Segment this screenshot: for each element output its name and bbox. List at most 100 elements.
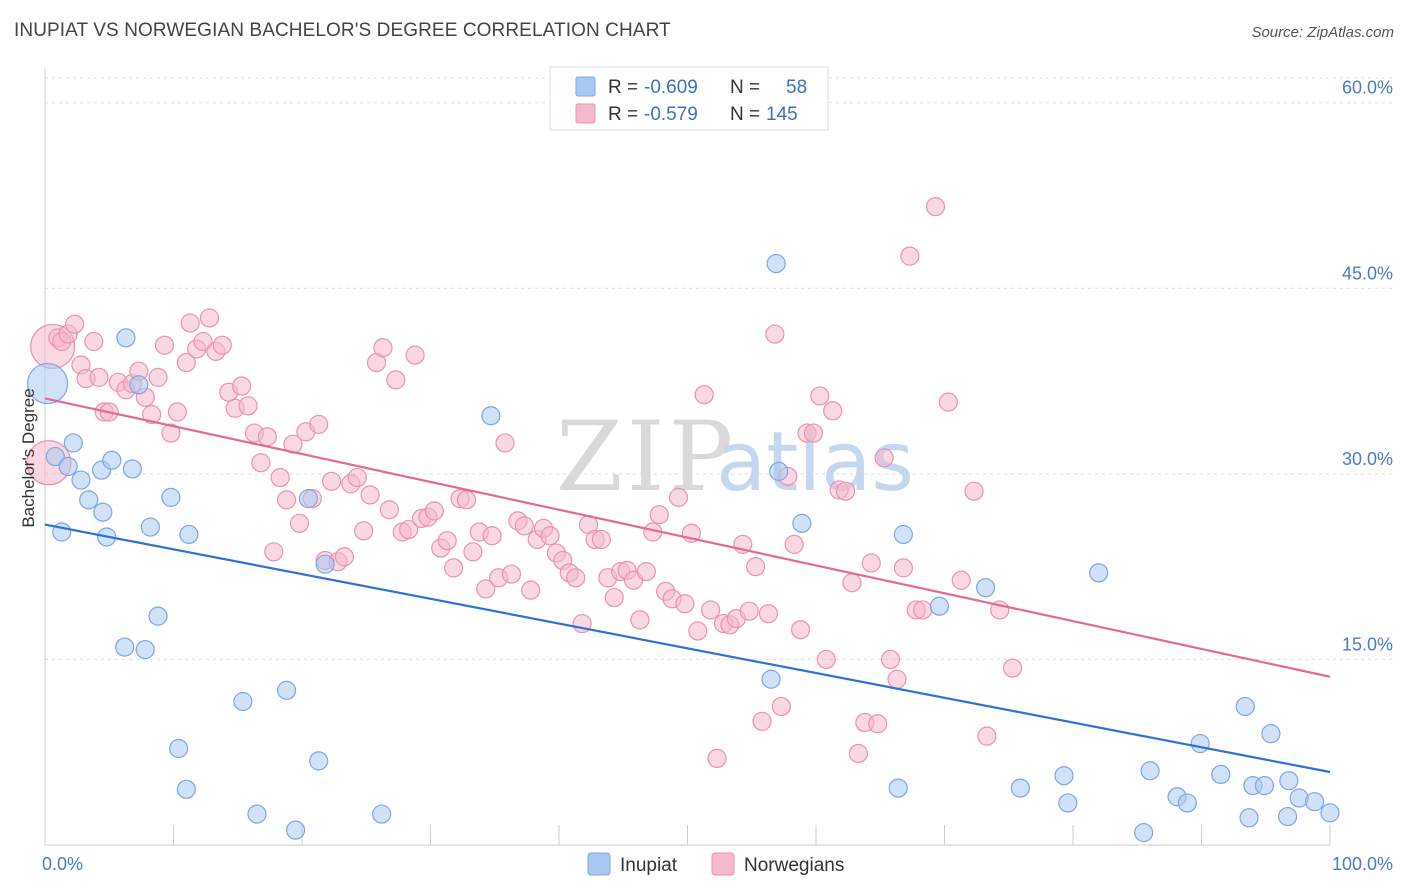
y-tick-label-15: 15.0% [1342,634,1393,654]
norwegian-point-61 [424,501,444,521]
inupiat-point-15 [135,639,155,660]
inupiat-point-44 [1134,823,1154,843]
inupiat-point-33 [769,461,789,481]
inupiat-point-0 [26,362,69,405]
norwegian-point-69 [476,579,496,599]
norwegian-point-47 [334,547,355,567]
norwegian-point-53 [373,338,393,358]
legend-n-label-1: N = [730,77,760,98]
norwegian-point-134 [893,558,913,578]
norwegian-point-111 [746,557,766,577]
inupiat-point-14 [129,375,149,395]
norwegian-point-105 [707,748,727,769]
norwegian-point-43 [309,414,329,434]
norwegian-point-25 [193,331,213,352]
inupiat-point-47 [1190,733,1210,754]
norwegian-point-45 [321,471,342,491]
norwegian-point-140 [951,570,971,590]
norwegian-point-144 [1003,658,1023,678]
norwegian-point-110 [739,601,759,621]
inupiat-point-32 [766,253,786,274]
norwegian-point-76 [521,580,541,600]
chart-title: INUPIAT VS NORWEGIAN BACHELOR'S DEGREE C… [14,20,671,41]
inupiat-point-43 [1140,761,1160,781]
norwegian-point-130 [868,714,888,734]
norwegian-point-137 [913,600,933,620]
legend-n-value-1: 58 [786,77,807,98]
norwegian-point-8 [84,331,104,352]
norwegian-point-122 [816,649,836,670]
legend-n-value-2: 145 [766,104,798,125]
norwegian-point-114 [765,324,785,344]
norwegian-point-40 [289,513,310,533]
norwegian-point-138 [925,197,946,217]
x-tick-label-max: 100.0% [1332,854,1393,874]
norwegian-point-125 [835,481,856,501]
inupiat-point-18 [161,487,181,507]
norwegian-point-139 [938,392,958,412]
norwegian-point-115 [771,696,791,717]
norwegian-point-113 [758,604,779,624]
norwegian-point-49 [347,467,367,488]
norwegian-point-5 [64,314,85,334]
y-tick-labels: 15.0% 30.0% 45.0% 60.0% [1342,78,1393,655]
norwegian-point-102 [688,621,708,641]
norwegian-point-94 [636,562,656,582]
inupiat-point-48 [1211,764,1231,785]
inupiat-point-25 [285,820,306,840]
inupiat-point-16 [140,517,160,537]
legend-bottom: Inupiat Norwegians [587,852,844,876]
norwegian-point-31 [232,376,252,396]
inupiat-point-4 [63,433,83,453]
norwegian-point-50 [354,521,374,541]
legend-bottom-swatch-norwegians [711,852,735,876]
norwegian-point-9 [89,367,109,387]
norwegian-point-22 [176,352,196,373]
norwegian-point-133 [887,669,907,689]
inupiat-point-12 [116,328,136,348]
norwegian-point-51 [360,485,380,505]
inupiat-point-40 [1054,766,1074,786]
inupiat-point-20 [176,779,196,799]
norwegian-point-129 [861,553,881,573]
legend-bottom-label-inupiat: Inupiat [620,855,678,876]
inupiat-point-53 [1261,724,1281,744]
inupiat-point-34 [792,513,812,533]
norwegian-point-54 [379,500,399,520]
norwegian-point-126 [842,573,862,593]
norwegian-point-72 [495,433,515,453]
inupiat-point-6 [79,490,99,510]
norwegian-point-20 [161,423,181,443]
legend-top-box [549,66,829,131]
watermark: ZIP atlas [556,401,914,513]
inupiat-point-52 [1254,776,1275,796]
inupiat-point-24 [276,680,297,700]
legend-swatch-inupiat [575,76,596,97]
norwegian-point-123 [823,401,843,421]
inupiat-point-23 [247,804,267,824]
inupiat-point-27 [309,751,329,771]
inupiat-point-10 [102,450,122,470]
source-label: Source: ZipAtlas.com [1251,24,1394,41]
inupiat-point-26 [298,489,319,509]
norwegian-point-100 [675,594,695,614]
norwegian-point-112 [752,711,772,731]
inupiat-point-41 [1058,793,1078,813]
legend-bottom-swatch-inupiat [587,852,611,876]
norwegian-point-142 [977,726,997,746]
inupiat-point-46 [1177,793,1197,813]
inupiat-point-54 [1277,806,1298,827]
inupiat-point-55 [1279,771,1299,791]
norwegian-point-63 [437,531,457,551]
norwegian-point-99 [668,487,689,507]
inupiat-point-39 [1010,778,1030,798]
norwegian-point-117 [784,534,804,554]
norwegian-point-32 [238,396,258,416]
norwegians-trend-line [44,397,1331,678]
norwegian-point-96 [649,505,669,525]
norwegian-point-103 [694,385,714,405]
norwegian-point-64 [444,558,464,578]
legend-r-label-1: R = [608,77,638,98]
inupiat-point-13 [122,459,142,479]
